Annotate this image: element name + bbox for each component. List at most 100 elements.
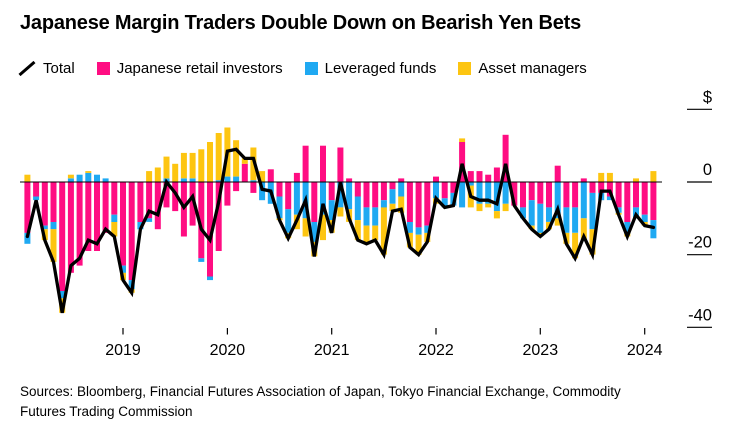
bar-segment [354, 182, 361, 197]
bar-segment [111, 182, 118, 215]
bar-segment [276, 196, 283, 219]
bar-segment [67, 182, 74, 273]
x-axis-year-label: 2024 [627, 342, 663, 359]
bar-segment [554, 165, 561, 182]
bar-segment [485, 203, 492, 208]
bar-segment [580, 218, 587, 241]
total-line [25, 147, 656, 314]
bar-segment [606, 182, 613, 197]
bar-segment [398, 182, 405, 197]
bar-segment [50, 222, 57, 230]
bar-segment [589, 192, 596, 230]
bar-segment [302, 218, 309, 237]
bar-segment [320, 214, 326, 241]
bar-segment [189, 182, 196, 226]
bar-segment [459, 138, 466, 142]
legend-label: Asset managers [478, 60, 587, 77]
legend-item-japanese-retail-investors: Japanese retail investors [96, 60, 283, 77]
bar-segment [450, 182, 457, 193]
bar-segment [459, 182, 466, 208]
bar-segment [641, 214, 648, 222]
bar-segment [363, 207, 370, 226]
bar-segment [224, 182, 231, 206]
page-title: Japanese Margin Traders Double Down on B… [20, 12, 582, 34]
bar-segment [398, 178, 405, 182]
bar-segment [259, 171, 266, 182]
bar-segment [180, 152, 187, 179]
bar-segment [485, 174, 492, 182]
bar-segment [85, 182, 92, 251]
bar-segment [380, 200, 387, 208]
bar-segment [580, 182, 587, 219]
bar-segment [589, 229, 596, 255]
bar-segment [233, 140, 240, 177]
bar-segment [389, 182, 396, 190]
bar-segment [337, 207, 344, 217]
bar-segment [250, 182, 257, 193]
legend-swatch-icon [96, 62, 110, 75]
bar-segment [372, 225, 379, 241]
x-axis-year-label: 2022 [418, 342, 454, 359]
legend-item-asset-managers: Asset managers [458, 60, 587, 77]
x-axis-year-label: 2021 [314, 342, 350, 359]
bar-segment [293, 182, 300, 215]
sources-note: Sources: Bloomberg, Financial Futures As… [20, 382, 720, 422]
bar-segment [102, 182, 109, 233]
bar-segment [546, 182, 552, 208]
bar-segment [363, 225, 370, 244]
y-axis-label: 0 [703, 161, 712, 179]
bar-segment [163, 156, 170, 179]
bar-segment [215, 133, 222, 181]
bar-segment [485, 182, 492, 204]
bar-segment [493, 167, 500, 182]
bar-segment [120, 182, 126, 266]
bar-segment [537, 182, 544, 204]
bar-segment [546, 207, 552, 222]
bar-segment [328, 200, 335, 221]
bar-segment [163, 182, 170, 208]
bar-segment [137, 182, 144, 222]
bar-segment [180, 178, 187, 182]
bar-segment [528, 200, 535, 226]
bar-segment [476, 182, 483, 204]
x-axis-year-label: 2023 [523, 342, 559, 359]
bar-segment [311, 182, 318, 222]
y-axis-label: $ [703, 88, 712, 106]
bar-segment [372, 207, 379, 226]
bar-segment [511, 182, 518, 206]
sources-line: Futures Trading Commission [20, 403, 193, 419]
bar-segment [650, 220, 657, 239]
bar-segment [502, 182, 509, 204]
bar-segment [406, 182, 413, 222]
bar-segment [207, 182, 213, 277]
x-axis-year-label: 2020 [210, 342, 246, 359]
bar-segment [493, 211, 500, 219]
bar-segment [624, 182, 631, 222]
bar-segment [563, 182, 570, 208]
bar-segment [528, 182, 535, 201]
bar-segment [389, 203, 396, 212]
bar-segment [128, 182, 135, 281]
bar-segment [467, 182, 474, 186]
bar-segment [276, 182, 283, 197]
bar-segment [285, 182, 292, 210]
bar-segment [120, 265, 126, 273]
bar-segment [389, 189, 396, 204]
bar-segment [24, 174, 31, 182]
legend-swatch-icon [304, 62, 318, 75]
legend-item-leveraged-funds: Leveraged funds [304, 60, 436, 77]
bar-segment [76, 182, 83, 266]
bar-segment [94, 182, 100, 251]
bar-segment [250, 180, 257, 182]
bar-segment [572, 207, 579, 233]
bar-segment [85, 171, 92, 173]
bar-segment [580, 178, 587, 182]
bar-segment [302, 145, 309, 182]
bar-segment [267, 169, 274, 182]
x-axis-year-label: 2019 [105, 342, 141, 359]
bar-segment [641, 182, 648, 215]
sources-line: Sources: Bloomberg, Financial Futures As… [20, 384, 621, 399]
bar-segment [441, 182, 448, 199]
